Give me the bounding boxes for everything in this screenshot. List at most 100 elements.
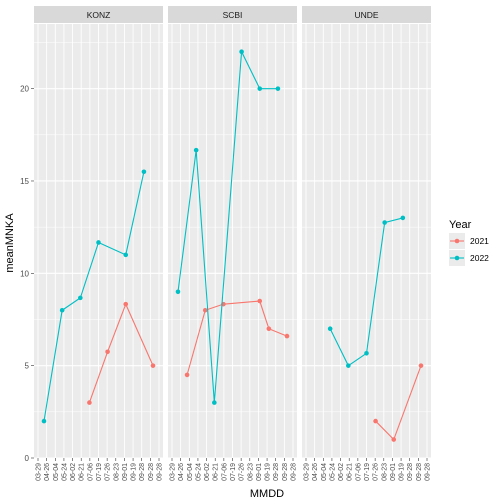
data-point-2022 bbox=[382, 220, 387, 225]
x-tick-label: 09-01 bbox=[390, 463, 397, 481]
series-line-2021 bbox=[186, 300, 288, 376]
data-point-2022 bbox=[193, 147, 199, 153]
x-tick-label: 05-04 bbox=[187, 463, 194, 481]
facet-strip-label: KONZ bbox=[87, 10, 111, 20]
x-tick-label: 06-21 bbox=[347, 463, 354, 481]
x-tick-label: 09-28 bbox=[416, 463, 423, 481]
data-point-2022 bbox=[400, 215, 406, 221]
data-point-2022 bbox=[239, 49, 244, 55]
legend-key-point bbox=[454, 238, 460, 244]
x-tick-label: 07-26 bbox=[105, 463, 112, 481]
data-point-2022 bbox=[327, 326, 333, 332]
facet-strip-label: UNDE bbox=[354, 10, 378, 20]
series-line-2021 bbox=[88, 302, 154, 403]
data-point-2021 bbox=[391, 437, 397, 442]
x-tick-label: 05-24 bbox=[195, 463, 202, 481]
legend-title: Year bbox=[449, 219, 472, 231]
x-tick-label: 09-19 bbox=[131, 463, 138, 481]
legend-label: 2021 bbox=[470, 236, 489, 246]
data-point-2022 bbox=[275, 86, 281, 91]
legend: Year 2021 2022 bbox=[449, 219, 489, 266]
x-tick-label: 09-01 bbox=[256, 463, 263, 481]
x-tick-label: 09-28 bbox=[425, 463, 432, 481]
x-tick-label: 09-28 bbox=[273, 463, 280, 481]
y-tick-label: 20 bbox=[20, 85, 29, 94]
x-tick-label: 04-26 bbox=[178, 463, 185, 481]
x-tick-label: 09-28 bbox=[282, 463, 289, 481]
x-tick-label: 06-02 bbox=[204, 463, 211, 481]
x-tick-label: 09-28 bbox=[139, 463, 146, 481]
x-tick-label: 05-04 bbox=[321, 463, 328, 481]
facet-strip-label: SCBI bbox=[223, 10, 243, 20]
y-tick-label: 0 bbox=[25, 454, 30, 463]
legend-key-point bbox=[454, 255, 460, 261]
y-tick-label: 10 bbox=[20, 269, 29, 278]
x-axis-title: MMDD bbox=[250, 488, 284, 500]
x-tick-label: 09-28 bbox=[157, 463, 164, 481]
data-point-2021 bbox=[202, 307, 208, 313]
x-tick-label: 04-26 bbox=[44, 463, 51, 481]
x-tick-label: 05-24 bbox=[329, 463, 336, 481]
x-tick-label: 06-21 bbox=[79, 463, 86, 481]
x-tick-label: 03-29 bbox=[36, 463, 43, 481]
y-tick-label: 15 bbox=[20, 177, 29, 186]
facet-strip bbox=[34, 6, 163, 23]
x-tick-label: 03-29 bbox=[304, 463, 311, 481]
x-tick-label: 09-28 bbox=[291, 463, 298, 481]
x-tick-label: 03-29 bbox=[170, 463, 177, 481]
x-tick-label: 08-23 bbox=[113, 463, 120, 481]
x-tick-label: 05-24 bbox=[61, 463, 68, 481]
x-tick-label: 07-06 bbox=[87, 463, 94, 481]
data-point-2021 bbox=[105, 349, 110, 355]
data-point-2022 bbox=[96, 240, 101, 245]
x-tick-label: 06-02 bbox=[70, 463, 77, 481]
x-tick-label: 06-02 bbox=[338, 463, 345, 481]
data-point-2021 bbox=[266, 326, 272, 332]
data-point-2021 bbox=[150, 363, 156, 368]
x-tick-label: 07-19 bbox=[230, 463, 237, 481]
data-point-2021 bbox=[257, 298, 263, 304]
data-point-2021 bbox=[373, 418, 378, 424]
series-line-2022 bbox=[177, 49, 278, 403]
x-tick-label: 06-21 bbox=[213, 463, 220, 481]
data-point-2022 bbox=[364, 350, 369, 356]
x-tick-label: 07-26 bbox=[373, 463, 380, 481]
data-point-2021 bbox=[284, 333, 290, 339]
x-tick-label: 09-28 bbox=[148, 463, 155, 481]
data-point-2021 bbox=[418, 363, 424, 368]
x-tick-label: 05-04 bbox=[53, 463, 60, 481]
x-tick-label: 09-28 bbox=[407, 463, 414, 481]
legend-items: 2021 2022 bbox=[449, 233, 489, 266]
y-axis-title: meanMNKA bbox=[4, 213, 16, 273]
x-tick-label: 04-26 bbox=[312, 463, 319, 481]
data-point-2022 bbox=[141, 169, 147, 175]
x-tick-label: 07-06 bbox=[355, 463, 362, 481]
series-line-2022 bbox=[43, 171, 145, 422]
data-point-2021 bbox=[123, 301, 129, 307]
y-tick-label: 5 bbox=[25, 362, 30, 371]
x-tick-label: 07-26 bbox=[239, 463, 246, 481]
x-tick-label: 09-19 bbox=[399, 463, 406, 481]
data-point-2022 bbox=[41, 418, 47, 424]
data-point-2022 bbox=[175, 289, 181, 295]
data-point-2022 bbox=[59, 307, 65, 313]
data-point-2022 bbox=[123, 252, 129, 258]
x-tick-label: 07-19 bbox=[96, 463, 103, 481]
data-point-2021 bbox=[87, 400, 92, 405]
x-tick-label: 09-19 bbox=[265, 463, 272, 481]
data-point-2022 bbox=[212, 400, 217, 405]
y-axis: 0 5 10 15 20 bbox=[20, 85, 34, 463]
x-tick-label: 07-19 bbox=[364, 463, 371, 481]
x-tick-label: 09-01 bbox=[122, 463, 129, 481]
data-point-2022 bbox=[78, 295, 83, 301]
x-tick-label: 08-23 bbox=[381, 463, 388, 481]
facet-strip bbox=[168, 6, 297, 23]
data-point-2022 bbox=[257, 86, 263, 91]
data-point-2021 bbox=[184, 372, 190, 378]
x-tick-label: 07-06 bbox=[221, 463, 228, 481]
